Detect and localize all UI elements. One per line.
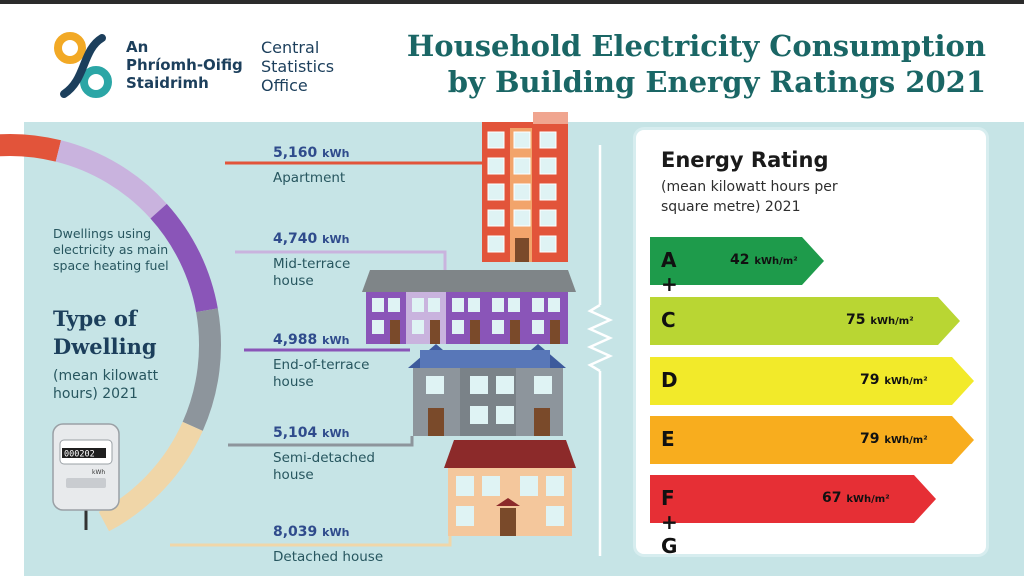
connector-semi-detached xyxy=(228,436,414,447)
detached-label: Detached house xyxy=(273,549,384,565)
ring-segment-4 xyxy=(98,421,203,532)
cso-logo-icon xyxy=(54,32,112,98)
energy-band-label: F + G xyxy=(661,486,678,558)
terrace-houses-icon xyxy=(362,270,576,344)
energy-band-label: D xyxy=(661,368,678,392)
electricity-meter-icon: 000202 kWh xyxy=(52,423,120,530)
energy-band-arrow xyxy=(650,416,974,464)
ring-segment-0 xyxy=(0,134,62,162)
energy-band-value: 75 kWh/m² xyxy=(846,312,914,328)
apartment-value: 5,160 kWh xyxy=(273,145,350,161)
energy-rating-title: Energy Rating xyxy=(661,148,829,172)
detached-house-icon xyxy=(444,440,576,536)
logo-irish-name: An Phríomh-Oifig Staidrimh xyxy=(126,38,243,92)
energy-band-value: 79 kWh/m² xyxy=(860,372,928,388)
semi-detached-label: Semi-detached house xyxy=(273,450,375,483)
energy-band-arrow xyxy=(650,297,960,345)
svg-text:000202: 000202 xyxy=(64,450,95,460)
energy-band-label: E xyxy=(661,427,675,451)
connector-detached xyxy=(170,535,452,547)
ring-segment-1 xyxy=(55,140,167,219)
dwelling-title: Type of Dwelling xyxy=(53,306,157,359)
ring-segment-2 xyxy=(150,203,218,313)
top-border xyxy=(0,0,1024,4)
dwelling-note: (mean kilowatt hours) 2021 xyxy=(53,368,159,402)
energy-band-label: C xyxy=(661,308,676,332)
apartment-building-icon xyxy=(482,112,568,262)
energy-band-arrow xyxy=(650,475,936,523)
logo-english-name: Central Statistics Office xyxy=(261,38,335,95)
dwelling-subtitle: Dwellings using electricity as main spac… xyxy=(53,226,169,273)
energy-band-value: 67 kWh/m² xyxy=(822,490,890,506)
energy-rating-subtitle: (mean kilowatt hours per square metre) 2… xyxy=(661,179,838,215)
energy-band-value: 79 kWh/m² xyxy=(860,431,928,447)
end-terrace-value: 4,988 kWh xyxy=(273,332,350,348)
mid-terrace-value: 4,740 kWh xyxy=(273,231,350,247)
energy-band-arrow xyxy=(650,237,824,285)
semi-detached-house-icon xyxy=(408,344,566,436)
energy-band-arrow xyxy=(650,357,974,405)
svg-text:kWh: kWh xyxy=(92,469,105,476)
end-terrace-label: End-of-terrace house xyxy=(273,357,370,390)
divider-spring-icon xyxy=(586,145,614,556)
energy-band-value: 42 kWh/m² xyxy=(730,252,798,268)
semi-detached-value: 5,104 kWh xyxy=(273,425,350,441)
ring-segment-3 xyxy=(182,308,221,431)
page-title: Household Electricity Consumption by Bui… xyxy=(406,29,986,99)
apartment-label: Apartment xyxy=(273,170,346,186)
detached-value: 8,039 kWh xyxy=(273,524,350,540)
mid-terrace-label: Mid-terrace house xyxy=(273,256,351,289)
dwelling-ring xyxy=(0,134,221,532)
